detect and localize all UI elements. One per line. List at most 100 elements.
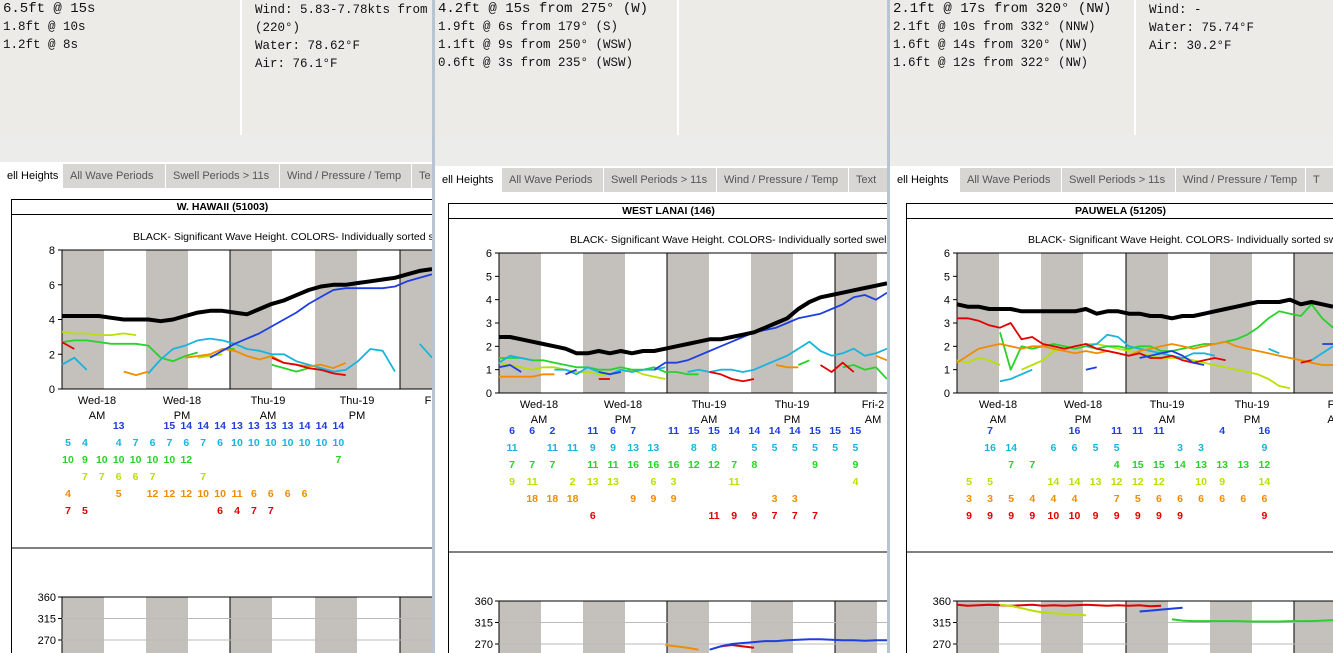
- period-value: 16: [984, 442, 996, 454]
- station-title: PAUWELA (51205): [907, 204, 1333, 219]
- weather-line: Air: 76.1°F: [255, 57, 338, 71]
- period-value: 6: [1240, 493, 1246, 505]
- period-value: 7: [509, 459, 515, 471]
- period-value: 4: [116, 437, 122, 449]
- period-value: 15: [850, 425, 862, 437]
- period-value: 14: [316, 420, 328, 432]
- x-tick-sublabel: AM: [701, 414, 718, 426]
- period-value: 11: [708, 510, 719, 522]
- period-value: 12: [1111, 476, 1123, 488]
- y-tick-label: 2: [944, 341, 950, 353]
- x-tick-label: Thu-19: [251, 395, 286, 407]
- tab-text[interactable]: Te: [412, 164, 432, 188]
- tab-swell-heights[interactable]: ell Heights: [890, 168, 960, 192]
- period-value: 16: [668, 459, 680, 471]
- night-band: [957, 253, 999, 393]
- period-value: 18: [547, 493, 559, 505]
- period-value: 11: [567, 442, 578, 454]
- conditions-header: 6.5ft @ 15s 1.8ft @ 10s 1.2ft @ 8s Wind: 5.…: [0, 0, 432, 135]
- buoy-panel-west-lanai: 4.2ft @ 15s from 275° (W) 1.9ft @ 6s from…: [435, 0, 887, 653]
- period-value: 4: [1219, 425, 1225, 437]
- x-tick-sublabel: AM: [89, 410, 106, 422]
- period-value: 10: [248, 437, 260, 449]
- y-tick-label: 2: [49, 349, 55, 361]
- y-tick-label: 3: [486, 318, 492, 330]
- period-value: 16: [627, 459, 639, 471]
- wave-height-chart: BLACK- Significant Wave Height. COLORS- …: [448, 234, 887, 653]
- tab-swell-heights[interactable]: ell Heights: [435, 168, 502, 192]
- x-tick-sublabel: PM: [349, 410, 366, 422]
- swell-component: 2.1ft @ 10s from 332° (NNW): [893, 20, 1096, 34]
- period-value: 8: [691, 442, 697, 454]
- y-tick-label: 5: [944, 271, 950, 283]
- tab-wind-pressure-temp[interactable]: Wind / Pressure / Temp: [1176, 168, 1306, 192]
- x-tick-label: Wed-18: [520, 399, 558, 411]
- x-tick-sublabel: PM: [784, 414, 801, 426]
- tab-swell-periods[interactable]: Swell Periods > 11s: [604, 168, 717, 192]
- x-tick-sublabel: AM: [1159, 414, 1176, 426]
- tab-text[interactable]: T: [1306, 168, 1333, 192]
- period-value: 14: [1069, 476, 1081, 488]
- tab-all-wave-periods[interactable]: All Wave Periods: [502, 168, 604, 192]
- period-value: 6: [1050, 442, 1056, 454]
- x-tick-sublabel: AM: [865, 414, 882, 426]
- period-value: 13: [1237, 459, 1249, 471]
- period-value: 12: [180, 454, 192, 466]
- tab-all-wave-periods[interactable]: All Wave Periods: [63, 164, 166, 188]
- dir-tick-label: 360: [475, 596, 493, 608]
- y-tick-label: 5: [486, 271, 492, 283]
- night-band: [1210, 601, 1252, 653]
- period-value: 7: [99, 471, 105, 483]
- period-value: 5: [772, 442, 778, 454]
- period-value: 16: [648, 459, 660, 471]
- period-value: 11: [506, 442, 517, 454]
- period-value: 18: [567, 493, 579, 505]
- period-value: 9: [650, 493, 656, 505]
- night-band: [751, 601, 793, 653]
- period-value: 14: [197, 420, 209, 432]
- tab-wind-pressure-temp[interactable]: Wind / Pressure / Temp: [280, 164, 412, 188]
- dir-series-green-line: [1171, 618, 1333, 623]
- period-value: 14: [299, 420, 311, 432]
- tab-swell-periods[interactable]: Swell Periods > 11s: [166, 164, 280, 188]
- tab-text[interactable]: Text: [849, 168, 887, 192]
- period-value: 13: [648, 442, 660, 454]
- period-value: 15: [164, 420, 176, 432]
- period-value: 6: [302, 488, 308, 500]
- primary-swell: 6.5ft @ 15s: [3, 1, 96, 17]
- swell-summary: 4.2ft @ 15s from 275° (W) 1.9ft @ 6s from…: [435, 0, 679, 135]
- tab-wind-pressure-temp[interactable]: Wind / Pressure / Temp: [717, 168, 849, 192]
- night-band: [146, 597, 188, 653]
- weather-summary: Wind: 5.83-7.78kts from SW (220°) Water: 7…: [252, 0, 432, 135]
- period-value: 11: [607, 459, 618, 471]
- swell-component: 1.8ft @ 10s: [3, 20, 86, 34]
- buoy-panel-w-hawaii: 6.5ft @ 15s 1.8ft @ 10s 1.2ft @ 8s Wind: 5.…: [0, 0, 432, 653]
- period-value: 5: [1093, 442, 1099, 454]
- period-value: 13: [282, 420, 294, 432]
- swell-component: 0.6ft @ 3s from 235° (WSW): [438, 56, 634, 70]
- dir-series-yellow-line: [999, 603, 1086, 617]
- tab-swell-periods[interactable]: Swell Periods > 11s: [1062, 168, 1176, 192]
- period-value: 14: [1005, 442, 1017, 454]
- swell-component: 1.2ft @ 8s: [3, 38, 79, 52]
- period-value: 16: [1259, 425, 1271, 437]
- period-value: 6: [1261, 493, 1267, 505]
- period-value: 9: [966, 510, 972, 522]
- period-value: 6: [509, 425, 515, 437]
- tab-swell-heights[interactable]: ell Heights: [0, 164, 63, 188]
- period-value: 6: [285, 488, 291, 500]
- period-value: 4: [82, 437, 88, 449]
- tab-all-wave-periods[interactable]: All Wave Periods: [960, 168, 1062, 192]
- y-tick-label: 6: [944, 248, 950, 260]
- x-tick-sublabel: PM: [1244, 414, 1261, 426]
- period-value: 3: [987, 493, 993, 505]
- y-tick-label: 3: [944, 318, 950, 330]
- night-band: [1041, 601, 1083, 653]
- period-value: 5: [852, 442, 858, 454]
- period-value: 10: [96, 454, 108, 466]
- period-value: 10: [231, 437, 243, 449]
- series-black-line: [499, 281, 887, 356]
- period-value: 3: [966, 493, 972, 505]
- swell-component: 1.6ft @ 14s from 320° (NW): [893, 38, 1089, 52]
- period-value: 16: [1069, 425, 1081, 437]
